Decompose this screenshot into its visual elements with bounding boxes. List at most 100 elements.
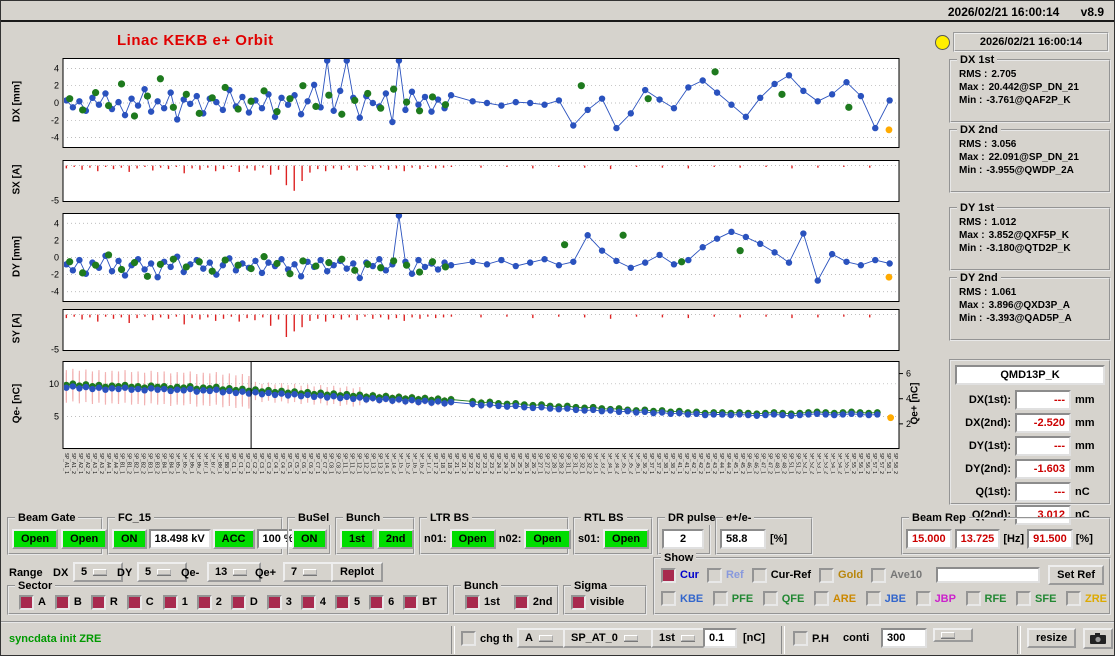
checkbox-label: B [73,596,82,608]
sector-checkbox-5[interactable]: 5 [334,594,360,610]
bpm-label: SP_C8_1 [327,453,334,475]
stat-rms: RMS :3.056 [959,139,1017,150]
fc15-acc-button[interactable]: ACC [212,529,255,549]
sx-plot-area [64,165,898,191]
checkbox-box [915,591,931,606]
sector-checkbox-bt[interactable]: BT [403,594,437,610]
bunch-1st-button[interactable]: 1st [340,529,374,549]
s01-open-button[interactable]: Open [603,529,650,549]
sector-checkbox-r[interactable]: R [90,594,118,610]
checkbox-label: 2nd [532,596,553,608]
bpm-label: SP_18_1 [439,453,446,475]
sector-checkbox-d[interactable]: D [230,594,258,610]
sector-checkbox-4[interactable]: 4 [300,594,326,610]
n01-open-button[interactable]: Open [449,529,496,549]
range-qem-dropdown[interactable]: 13 [207,562,261,582]
bpm-label: SP_11_2 [348,453,355,475]
bpm-label: SP_C3_1 [258,453,265,475]
snapshot-button[interactable] [1083,628,1113,649]
dy-plot[interactable]: 4 2 0 -2 -4 [39,213,929,302]
bpm-label: SP_53_1 [815,453,822,475]
beam-gate-open-2-button[interactable]: Open [61,529,108,549]
svg-text:6: 6 [906,369,911,379]
busel-on-button[interactable]: ON [292,529,327,549]
show-checkbox-gold[interactable]: Gold [819,567,863,583]
beam-gate-open-1-button[interactable]: Open [12,529,59,549]
monitor-row-value: -2.520 [1015,413,1071,433]
sector-select-dropdown[interactable]: A [517,628,569,648]
show-checkbox-ave10[interactable]: Ave10 [871,567,922,583]
conti-dropdown[interactable] [933,628,973,642]
bpm-label: SP_B4_1 [160,453,167,475]
show-checkbox-pfe[interactable]: PFE [712,591,753,606]
svg-text:-5: -5 [51,196,59,206]
chg-th-checkbox[interactable]: chg th [461,631,513,646]
stat-max: Max :3.896@QXD3P_A [959,300,1071,311]
bunch-select-dropdown[interactable]: 1st [651,628,709,648]
svg-text:5: 5 [54,411,59,421]
threshold-field[interactable]: 0.1 [703,628,737,648]
fc15-kv-readout: 18.498 kV [148,529,211,549]
checkbox-label: 1st [484,596,500,608]
checkbox-box [126,594,142,610]
checkbox-box [369,594,385,610]
dr-pulse-label: DR pulse [665,511,719,525]
show-checkbox-kbe[interactable]: KBE [661,591,703,606]
stat-frame-dx-1st: DX 1st RMS :2.705 Max :20.442@SP_DN_21 M… [949,53,1111,123]
checkbox-box [90,594,106,610]
show-checkbox-jbp[interactable]: JBP [915,591,956,606]
bpm-label: SP_C5_1 [285,453,292,475]
show-label: Show [661,551,697,565]
monitor-row-value: --- [1015,482,1071,502]
resize-button[interactable]: resize [1027,628,1077,648]
ltr-bs-frame: LTR BS n01: Open n02: Open [419,511,571,555]
bunch-checkbox-1st[interactable]: 1st [465,594,500,610]
show-checkbox-rfe[interactable]: RFE [965,591,1007,606]
sector-checkbox-a[interactable]: A [19,594,46,610]
set-ref-button[interactable]: Set Ref [1048,565,1105,585]
fc15-on-button[interactable]: ON [112,529,147,549]
sy-plot[interactable]: -5 [39,309,929,355]
sigma-label: Sigma [571,579,611,593]
range-qep-dropdown[interactable]: 7 [283,562,333,582]
dr-pulse-field[interactable]: 2 [662,529,704,549]
bpm-label: SP_27_2 [543,453,550,475]
bpm-label: SP_14_1 [383,453,390,475]
sector-checkbox-1[interactable]: 1 [162,594,188,610]
sector-checkbox-c[interactable]: C [126,594,154,610]
sector-checkbox-2[interactable]: 2 [196,594,222,610]
sx-plot[interactable]: -5 [39,160,929,206]
bunch-checkbox-2nd[interactable]: 2nd [513,594,553,610]
bpm-label: SP_46_1 [745,453,752,475]
sector-checkbox-3[interactable]: 3 [266,594,292,610]
ph-checkbox[interactable]: P.H [793,631,829,646]
bpm-label: SP_35_1 [620,453,627,475]
conti-count-field[interactable]: 300 [881,628,927,648]
show-checkbox-zre[interactable]: ZRE [1065,591,1107,606]
dx-plot[interactable]: 4 2 0 -2 -4 [39,58,929,148]
range-dx-dropdown[interactable]: 5 [73,562,123,582]
range-qem-label: Qe- [181,567,200,579]
sector-checkbox-b[interactable]: B [54,594,82,610]
qe-plot[interactable]: 10 5 6 4 2 [39,361,929,449]
bpm-label: SP_52_1 [801,453,808,475]
sector-checkbox-6[interactable]: 6 [369,594,394,610]
replot-button[interactable]: Replot [331,562,384,582]
sigma-visible-checkbox[interactable]: visible [571,594,624,610]
monitor-name-box[interactable]: QMD13P_K [955,365,1105,385]
show-checkbox-cur-ref[interactable]: Cur-Ref [751,567,811,583]
bpm-select-dropdown[interactable]: SP_AT_0 [563,628,657,648]
show-checkbox-ref[interactable]: Ref [706,567,744,583]
show-checkbox-cur[interactable]: Cur [661,567,699,583]
bunch-select-label: Bunch [461,579,502,593]
show-checkbox-qfe[interactable]: QFE [762,591,804,606]
n02-open-button[interactable]: Open [524,529,571,549]
beam-rep-hz2-readout: 13.725 [954,529,1001,549]
bunch-2nd-button[interactable]: 2nd [376,529,415,549]
ref-file-entry[interactable] [936,567,1041,583]
show-checkbox-sfe[interactable]: SFE [1016,591,1056,606]
show-checkbox-are[interactable]: ARE [813,591,856,606]
range-dy-dropdown[interactable]: 5 [137,562,187,582]
show-checkbox-jbe[interactable]: JBE [865,591,906,606]
beam-rep-pct-readout: 91.500 [1027,529,1073,549]
